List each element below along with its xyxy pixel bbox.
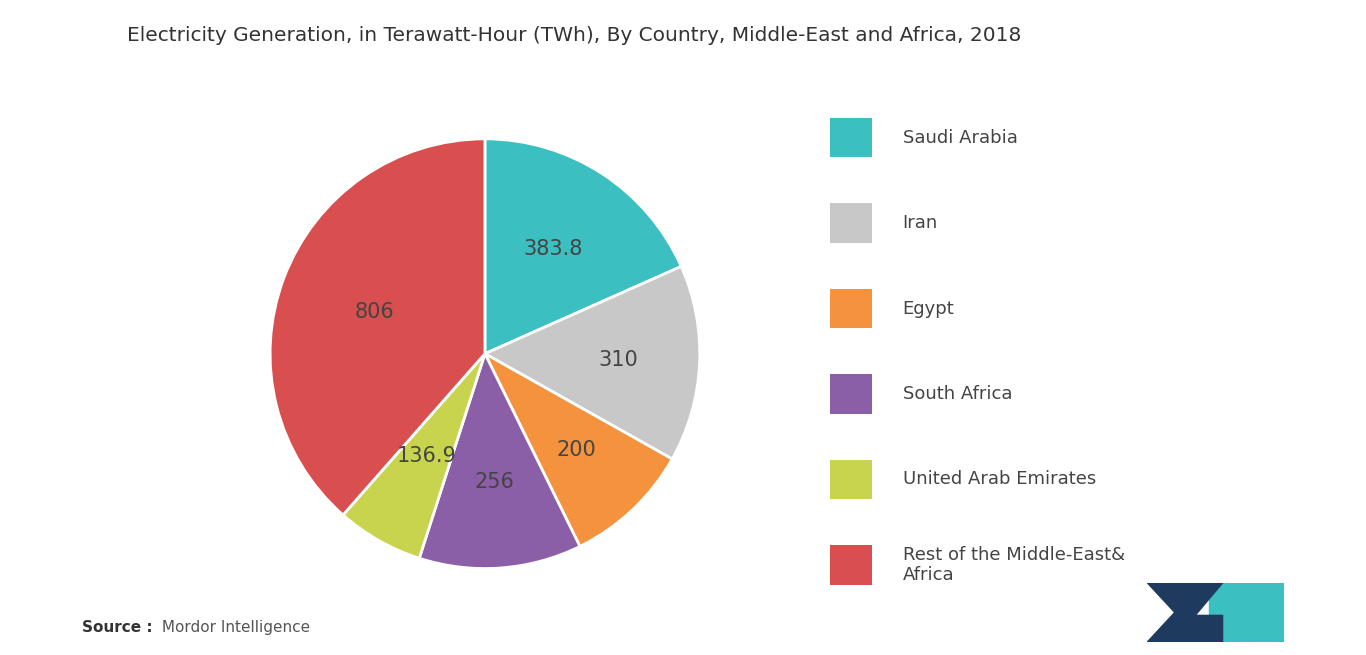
Wedge shape <box>485 139 682 354</box>
FancyBboxPatch shape <box>831 545 872 585</box>
Text: Egypt: Egypt <box>903 299 955 318</box>
Text: 200: 200 <box>557 440 597 460</box>
Polygon shape <box>1147 583 1223 642</box>
Wedge shape <box>343 354 485 558</box>
FancyBboxPatch shape <box>831 289 872 328</box>
Text: Mordor Intelligence: Mordor Intelligence <box>157 620 310 635</box>
Text: Source :: Source : <box>82 620 153 635</box>
FancyBboxPatch shape <box>831 460 872 499</box>
Wedge shape <box>485 267 699 459</box>
Wedge shape <box>419 354 581 569</box>
FancyBboxPatch shape <box>831 118 872 157</box>
Text: 383.8: 383.8 <box>523 239 582 259</box>
Text: Saudi Arabia: Saudi Arabia <box>903 128 1018 147</box>
Text: Electricity Generation, in Terawatt-Hour (TWh), By Country, Middle-East and Afri: Electricity Generation, in Terawatt-Hour… <box>127 26 1020 45</box>
Text: Rest of the Middle-East&
Africa: Rest of the Middle-East& Africa <box>903 546 1124 584</box>
Polygon shape <box>1209 583 1284 642</box>
FancyBboxPatch shape <box>831 374 872 414</box>
Text: United Arab Emirates: United Arab Emirates <box>903 470 1096 489</box>
Text: Iran: Iran <box>903 214 938 232</box>
Text: 256: 256 <box>474 472 515 493</box>
Text: 310: 310 <box>598 350 638 370</box>
FancyBboxPatch shape <box>831 204 872 243</box>
Text: 136.9: 136.9 <box>396 447 456 466</box>
Wedge shape <box>270 139 485 515</box>
Wedge shape <box>485 354 672 546</box>
Text: 806: 806 <box>355 302 395 322</box>
Text: South Africa: South Africa <box>903 385 1012 403</box>
